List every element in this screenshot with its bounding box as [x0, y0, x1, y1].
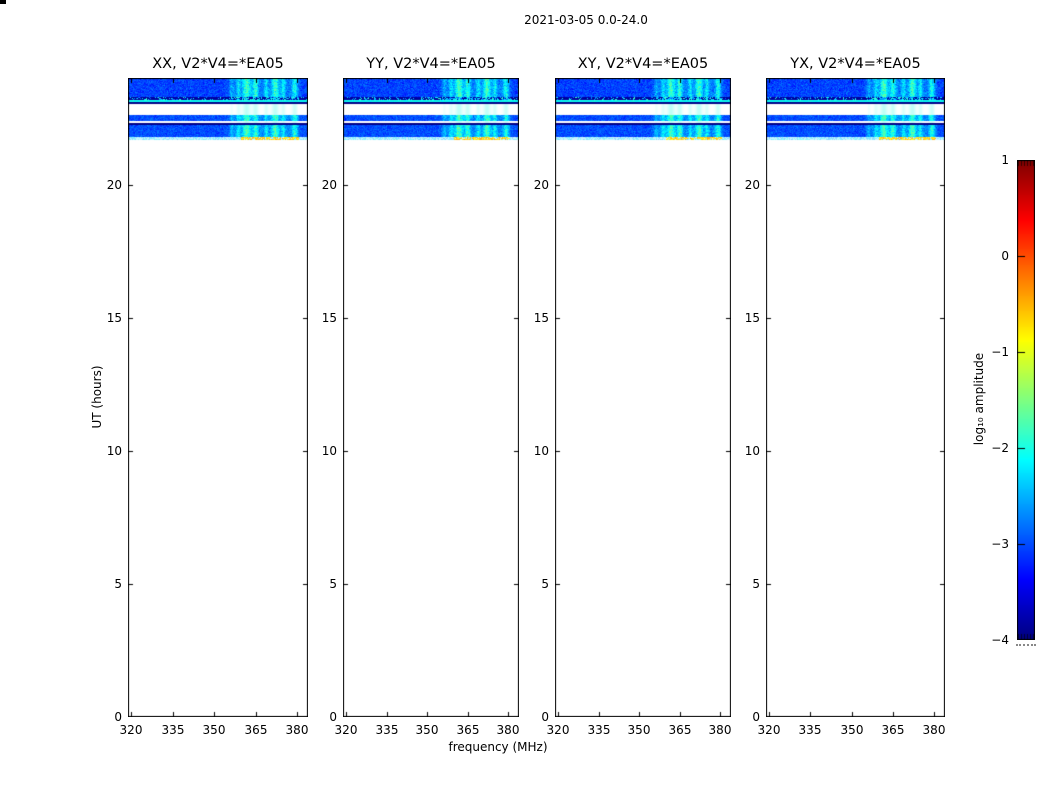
panel-title: YX, V2*V4=*EA05: [790, 56, 921, 72]
panel-title: YY, V2*V4=*EA05: [366, 56, 496, 72]
y-tick-label: 20: [106, 178, 122, 192]
x-tick-label: 335: [375, 723, 399, 737]
x-tick-label: 350: [840, 723, 864, 737]
y-tick-label: 10: [321, 444, 337, 458]
x-axis-label: frequency (MHz): [448, 740, 548, 754]
colorbar-tick-mark: [0, 2, 6, 3]
x-tick-label: 365: [668, 723, 692, 737]
y-tick-label: 5: [752, 577, 760, 591]
y-tick-label: 15: [533, 311, 549, 325]
y-tick-label: 15: [321, 311, 337, 325]
y-tick-label: 0: [752, 710, 760, 724]
x-tick-label: 380: [708, 723, 732, 737]
y-axis-label: UT (hours): [90, 365, 104, 429]
x-tick-label: 365: [881, 723, 905, 737]
colorbar-dotted-edge: [1016, 644, 1036, 646]
x-tick-label: 320: [334, 723, 358, 737]
y-tick-label: 10: [533, 444, 549, 458]
colorbar-canvas: [1017, 160, 1035, 640]
colorbar-tick-label: −4: [991, 633, 1009, 647]
panel-title: XX, V2*V4=*EA05: [152, 56, 284, 72]
colorbar-tick-mark: [0, 1, 6, 2]
x-tick-label: 335: [798, 723, 822, 737]
x-tick-label: 335: [161, 723, 185, 737]
x-tick-label: 350: [627, 723, 651, 737]
x-tick-label: 320: [757, 723, 781, 737]
x-tick-label: 365: [456, 723, 480, 737]
colorbar-tick-label: 0: [1001, 249, 1009, 263]
x-tick-label: 365: [244, 723, 268, 737]
x-tick-label: 335: [587, 723, 611, 737]
y-tick-label: 5: [114, 577, 122, 591]
x-tick-label: 380: [922, 723, 946, 737]
y-tick-label: 20: [321, 178, 337, 192]
colorbar-tick-label: −2: [991, 441, 1009, 455]
panel-title: XY, V2*V4=*EA05: [577, 56, 709, 72]
colorbar-tick-mark: [0, 3, 6, 4]
y-tick-label: 10: [744, 444, 760, 458]
x-tick-label: 380: [496, 723, 520, 737]
y-tick-label: 5: [329, 577, 337, 591]
y-tick-label: 0: [541, 710, 549, 724]
y-tick-label: 0: [114, 710, 122, 724]
y-tick-label: 20: [533, 178, 549, 192]
x-tick-label: 320: [119, 723, 143, 737]
spectrogram-canvas: [128, 78, 308, 717]
colorbar-tick-label: 1: [1001, 153, 1009, 167]
y-tick-label: 15: [106, 311, 122, 325]
colorbar-tick-label: −1: [991, 345, 1009, 359]
colorbar-tick-label: −3: [991, 537, 1009, 551]
x-tick-label: 380: [285, 723, 309, 737]
y-tick-label: 20: [744, 178, 760, 192]
y-tick-label: 10: [106, 444, 122, 458]
spectrogram-canvas: [343, 78, 519, 717]
spectrogram-canvas: [555, 78, 731, 717]
x-tick-label: 350: [202, 723, 226, 737]
figure-title: 2021-03-05 0.0-24.0: [524, 13, 648, 27]
x-tick-label: 320: [546, 723, 570, 737]
y-tick-label: 5: [541, 577, 549, 591]
spectrogram-canvas: [766, 78, 945, 717]
y-tick-label: 0: [329, 710, 337, 724]
y-tick-label: 15: [744, 311, 760, 325]
x-tick-label: 350: [415, 723, 439, 737]
colorbar-tick-mark: [0, 0, 6, 1]
